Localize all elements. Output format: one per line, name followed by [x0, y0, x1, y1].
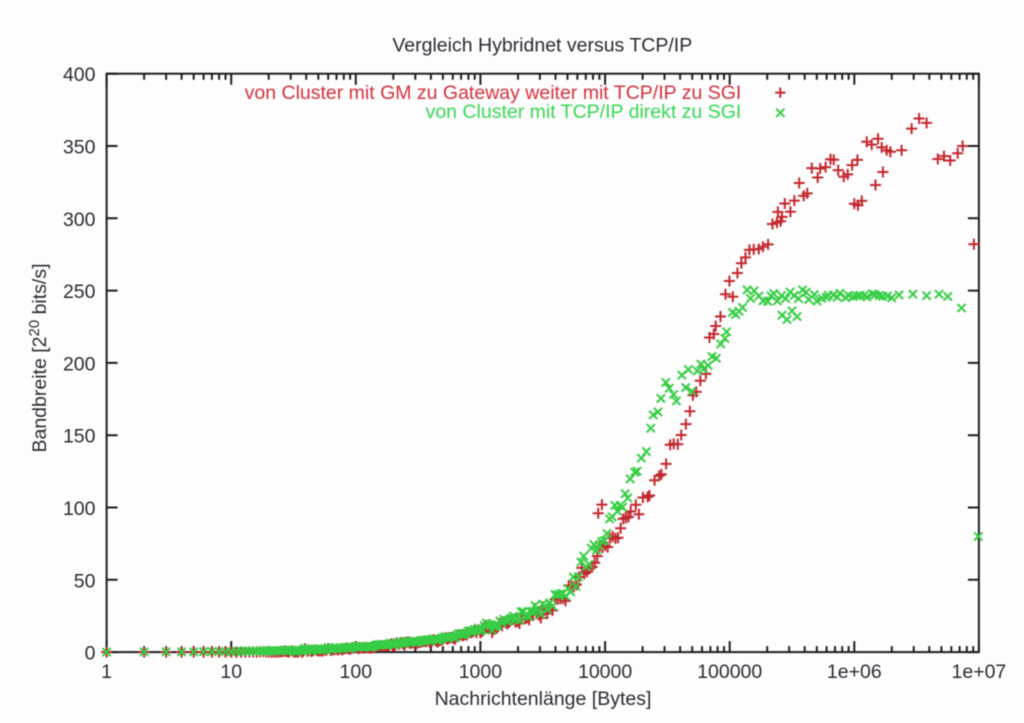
svg-text:von Cluster mit GM zu Gateway: von Cluster mit GM zu Gateway weiter mit…: [245, 82, 742, 104]
svg-text:10: 10: [220, 661, 242, 683]
svg-text:100: 100: [63, 498, 96, 520]
svg-text:100: 100: [340, 661, 373, 683]
svg-text:Nachrichtenlänge [Bytes]: Nachrichtenlänge [Bytes]: [435, 688, 652, 710]
svg-text:1e+07: 1e+07: [952, 661, 1007, 683]
svg-text:Bandbreite [220 bits/s]: Bandbreite [220 bits/s]: [26, 263, 51, 452]
svg-text:300: 300: [63, 209, 96, 231]
svg-text:200: 200: [63, 353, 96, 375]
svg-text:1000: 1000: [459, 661, 503, 683]
svg-text:Vergleich Hybridnet versus TCP: Vergleich Hybridnet versus TCP/IP: [392, 35, 692, 57]
svg-text:100000: 100000: [697, 661, 762, 683]
svg-text:150: 150: [63, 426, 96, 448]
svg-text:350: 350: [63, 137, 96, 159]
svg-text:von Cluster mit TCP/IP direkt: von Cluster mit TCP/IP direkt zu SGI: [426, 101, 742, 123]
svg-text:400: 400: [63, 64, 96, 86]
svg-text:1: 1: [101, 661, 112, 683]
svg-text:50: 50: [74, 570, 96, 592]
svg-text:250: 250: [63, 281, 96, 303]
svg-text:0: 0: [85, 643, 96, 665]
svg-text:1e+06: 1e+06: [827, 661, 882, 683]
svg-text:10000: 10000: [578, 661, 632, 683]
